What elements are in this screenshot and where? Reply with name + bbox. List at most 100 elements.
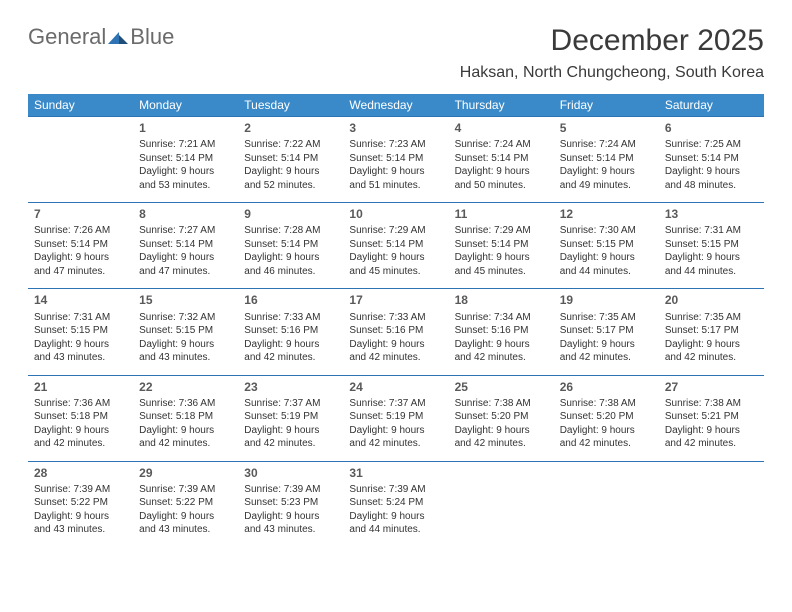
sunset-line: Sunset: 5:14 PM [244, 152, 337, 166]
day-number: 29 [139, 465, 232, 481]
calendar-cell: 10Sunrise: 7:29 AMSunset: 5:14 PMDayligh… [343, 203, 448, 289]
sunset-line: Sunset: 5:14 PM [139, 238, 232, 252]
daylight-line: Daylight: 9 hours and 45 minutes. [455, 251, 548, 278]
day-number: 25 [455, 379, 548, 395]
sunset-line: Sunset: 5:18 PM [34, 410, 127, 424]
brand-part1: General [28, 24, 106, 50]
sunrise-line: Sunrise: 7:34 AM [455, 311, 548, 325]
calendar-cell [554, 461, 659, 547]
day-number: 12 [560, 206, 653, 222]
daylight-line: Daylight: 9 hours and 47 minutes. [139, 251, 232, 278]
sunset-line: Sunset: 5:22 PM [34, 496, 127, 510]
daylight-line: Daylight: 9 hours and 42 minutes. [560, 338, 653, 365]
day-number: 24 [349, 379, 442, 395]
sunset-line: Sunset: 5:14 PM [34, 238, 127, 252]
daylight-line: Daylight: 9 hours and 46 minutes. [244, 251, 337, 278]
daylight-line: Daylight: 9 hours and 45 minutes. [349, 251, 442, 278]
day-number: 18 [455, 292, 548, 308]
weekday-header: Saturday [659, 94, 764, 117]
sunrise-line: Sunrise: 7:33 AM [244, 311, 337, 325]
sunrise-line: Sunrise: 7:29 AM [455, 224, 548, 238]
calendar-cell: 28Sunrise: 7:39 AMSunset: 5:22 PMDayligh… [28, 461, 133, 547]
day-number: 2 [244, 120, 337, 136]
daylight-line: Daylight: 9 hours and 51 minutes. [349, 165, 442, 192]
calendar-cell: 26Sunrise: 7:38 AMSunset: 5:20 PMDayligh… [554, 375, 659, 461]
sunrise-line: Sunrise: 7:38 AM [560, 397, 653, 411]
day-number: 14 [34, 292, 127, 308]
calendar-cell: 23Sunrise: 7:37 AMSunset: 5:19 PMDayligh… [238, 375, 343, 461]
calendar-cell: 17Sunrise: 7:33 AMSunset: 5:16 PMDayligh… [343, 289, 448, 375]
sunset-line: Sunset: 5:14 PM [665, 152, 758, 166]
sunrise-line: Sunrise: 7:35 AM [560, 311, 653, 325]
day-number: 3 [349, 120, 442, 136]
weekday-header: Sunday [28, 94, 133, 117]
calendar-cell [659, 461, 764, 547]
location-text: Haksan, North Chungcheong, South Korea [460, 64, 764, 82]
daylight-line: Daylight: 9 hours and 49 minutes. [560, 165, 653, 192]
calendar-cell: 13Sunrise: 7:31 AMSunset: 5:15 PMDayligh… [659, 203, 764, 289]
calendar-cell [449, 461, 554, 547]
calendar-cell: 14Sunrise: 7:31 AMSunset: 5:15 PMDayligh… [28, 289, 133, 375]
sunset-line: Sunset: 5:16 PM [349, 324, 442, 338]
calendar-cell: 4Sunrise: 7:24 AMSunset: 5:14 PMDaylight… [449, 117, 554, 203]
sunset-line: Sunset: 5:21 PM [665, 410, 758, 424]
day-number: 31 [349, 465, 442, 481]
calendar-cell: 24Sunrise: 7:37 AMSunset: 5:19 PMDayligh… [343, 375, 448, 461]
sunset-line: Sunset: 5:14 PM [455, 152, 548, 166]
sunset-line: Sunset: 5:14 PM [455, 238, 548, 252]
daylight-line: Daylight: 9 hours and 43 minutes. [244, 510, 337, 537]
day-number: 1 [139, 120, 232, 136]
calendar-cell: 6Sunrise: 7:25 AMSunset: 5:14 PMDaylight… [659, 117, 764, 203]
sunrise-line: Sunrise: 7:37 AM [244, 397, 337, 411]
calendar-cell: 29Sunrise: 7:39 AMSunset: 5:22 PMDayligh… [133, 461, 238, 547]
calendar-cell: 27Sunrise: 7:38 AMSunset: 5:21 PMDayligh… [659, 375, 764, 461]
month-title: December 2025 [460, 24, 764, 58]
sunrise-line: Sunrise: 7:38 AM [665, 397, 758, 411]
sunrise-line: Sunrise: 7:36 AM [139, 397, 232, 411]
sunset-line: Sunset: 5:20 PM [560, 410, 653, 424]
calendar-row: 7Sunrise: 7:26 AMSunset: 5:14 PMDaylight… [28, 203, 764, 289]
sunset-line: Sunset: 5:20 PM [455, 410, 548, 424]
sunset-line: Sunset: 5:15 PM [560, 238, 653, 252]
calendar-row: 28Sunrise: 7:39 AMSunset: 5:22 PMDayligh… [28, 461, 764, 547]
weekday-header: Friday [554, 94, 659, 117]
calendar-cell: 12Sunrise: 7:30 AMSunset: 5:15 PMDayligh… [554, 203, 659, 289]
sunset-line: Sunset: 5:15 PM [665, 238, 758, 252]
calendar-cell [28, 117, 133, 203]
calendar-row: 1Sunrise: 7:21 AMSunset: 5:14 PMDaylight… [28, 117, 764, 203]
sunrise-line: Sunrise: 7:37 AM [349, 397, 442, 411]
sunrise-line: Sunrise: 7:23 AM [349, 138, 442, 152]
sunrise-line: Sunrise: 7:35 AM [665, 311, 758, 325]
sunset-line: Sunset: 5:24 PM [349, 496, 442, 510]
calendar-cell: 20Sunrise: 7:35 AMSunset: 5:17 PMDayligh… [659, 289, 764, 375]
sunrise-line: Sunrise: 7:30 AM [560, 224, 653, 238]
daylight-line: Daylight: 9 hours and 42 minutes. [349, 424, 442, 451]
daylight-line: Daylight: 9 hours and 42 minutes. [665, 424, 758, 451]
day-number: 19 [560, 292, 653, 308]
sunrise-line: Sunrise: 7:28 AM [244, 224, 337, 238]
sunrise-line: Sunrise: 7:36 AM [34, 397, 127, 411]
calendar-cell: 5Sunrise: 7:24 AMSunset: 5:14 PMDaylight… [554, 117, 659, 203]
daylight-line: Daylight: 9 hours and 43 minutes. [139, 510, 232, 537]
sunrise-line: Sunrise: 7:26 AM [34, 224, 127, 238]
sunset-line: Sunset: 5:17 PM [665, 324, 758, 338]
sunrise-line: Sunrise: 7:38 AM [455, 397, 548, 411]
sunrise-line: Sunrise: 7:33 AM [349, 311, 442, 325]
day-number: 16 [244, 292, 337, 308]
day-number: 22 [139, 379, 232, 395]
day-number: 30 [244, 465, 337, 481]
sunrise-line: Sunrise: 7:24 AM [455, 138, 548, 152]
weekday-header: Monday [133, 94, 238, 117]
sunset-line: Sunset: 5:16 PM [244, 324, 337, 338]
calendar-cell: 11 Sunrise: 7:29 AMSunset: 5:14 PMDayligh… [449, 203, 554, 289]
weekday-header: Wednesday [343, 94, 448, 117]
calendar-cell: 31Sunrise: 7:39 AMSunset: 5:24 PMDayligh… [343, 461, 448, 547]
day-number: 5 [560, 120, 653, 136]
daylight-line: Daylight: 9 hours and 52 minutes. [244, 165, 337, 192]
daylight-line: Daylight: 9 hours and 42 minutes. [349, 338, 442, 365]
calendar-cell: 18Sunrise: 7:34 AMSunset: 5:16 PMDayligh… [449, 289, 554, 375]
calendar-cell: 7Sunrise: 7:26 AMSunset: 5:14 PMDaylight… [28, 203, 133, 289]
day-number: 11 [455, 206, 548, 222]
calendar-cell: 30Sunrise: 7:39 AMSunset: 5:23 PMDayligh… [238, 461, 343, 547]
title-block: December 2025 Haksan, North Chungcheong,… [460, 24, 764, 82]
